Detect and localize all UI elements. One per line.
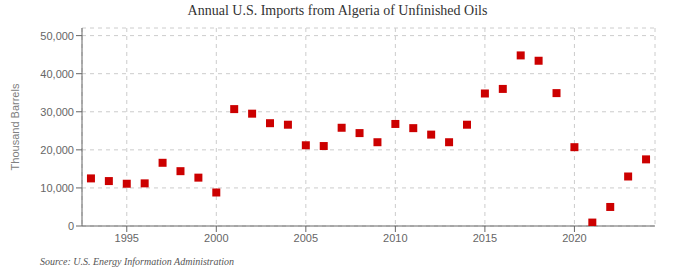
svg-text:Thousand Barrels: Thousand Barrels [9, 83, 21, 170]
svg-text:30,000: 30,000 [40, 106, 74, 118]
html-text:Source: U.S. Energy Informatio: Source: U.S. Energy Information Administ… [40, 256, 235, 267]
svg-text:2005: 2005 [294, 232, 318, 244]
svg-text:0: 0 [68, 220, 74, 232]
svg-text:50,000: 50,000 [40, 30, 74, 42]
svg-text:2000: 2000 [204, 232, 228, 244]
svg-text:1995: 1995 [115, 232, 139, 244]
html-text:Annual U.S. Imports from Alger: Annual U.S. Imports from Algeria of Unfi… [187, 3, 488, 18]
svg-text:2020: 2020 [562, 232, 586, 244]
svg-text:2010: 2010 [383, 232, 407, 244]
svg-text:40,000: 40,000 [40, 68, 74, 80]
svg-text:10,000: 10,000 [40, 182, 74, 194]
svg-text:2015: 2015 [473, 232, 497, 244]
svg-text:20,000: 20,000 [40, 144, 74, 156]
